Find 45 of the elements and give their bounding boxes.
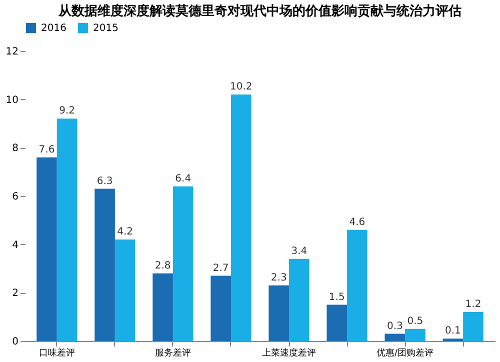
bar bbox=[384, 334, 406, 341]
legend-label: 2015 bbox=[93, 23, 118, 34]
legend-label: 2016 bbox=[41, 23, 66, 34]
bar bbox=[94, 188, 115, 341]
bar bbox=[172, 186, 194, 341]
bar bbox=[326, 304, 348, 341]
x-tick-label: 口味差评 bbox=[38, 348, 75, 358]
bar bbox=[56, 118, 78, 341]
chart-title: 从数据维度深度解读莫德里奇对现代中场的价值影响贡献与统治力评估 bbox=[58, 3, 462, 19]
data-label: 1.2 bbox=[465, 299, 482, 310]
y-tick-label: 4 bbox=[12, 240, 18, 251]
bar bbox=[36, 157, 57, 341]
data-label: 6.4 bbox=[175, 173, 192, 184]
data-label: 4.2 bbox=[117, 226, 134, 238]
y-tick-label: 8 bbox=[12, 143, 18, 154]
bar bbox=[289, 258, 310, 341]
data-label: 2.7 bbox=[212, 262, 229, 274]
bar bbox=[230, 94, 252, 341]
data-label: 2.3 bbox=[270, 272, 287, 284]
data-label: 7.6 bbox=[38, 144, 55, 156]
bar bbox=[152, 273, 173, 341]
data-label: 0.1 bbox=[444, 326, 461, 337]
y-tick-label: 2 bbox=[12, 288, 18, 300]
x-tick-label: 服务差评 bbox=[154, 348, 191, 358]
data-label: 0.5 bbox=[407, 316, 424, 327]
data-label: 10.2 bbox=[230, 82, 252, 92]
bar bbox=[405, 328, 426, 341]
bar bbox=[347, 230, 368, 341]
bar bbox=[268, 285, 290, 341]
bar bbox=[114, 240, 136, 341]
y-tick-label: 12 bbox=[6, 46, 18, 58]
data-label: 2.8 bbox=[154, 260, 171, 272]
y-tick-label: 6 bbox=[12, 192, 18, 202]
y-tick-label: 10 bbox=[6, 94, 18, 106]
bar bbox=[210, 276, 231, 341]
x-tick-label: 优惠/团购差评 bbox=[376, 348, 434, 358]
x-tick-label: 上菜速度差评 bbox=[262, 348, 316, 358]
data-label: 0.3 bbox=[386, 320, 403, 332]
y-tick-label: 0 bbox=[12, 336, 18, 348]
data-label: 4.6 bbox=[349, 216, 366, 228]
data-label: 9.2 bbox=[59, 106, 76, 117]
bar bbox=[463, 312, 484, 341]
data-label: 6.3 bbox=[96, 176, 113, 187]
data-label: 3.4 bbox=[291, 246, 308, 257]
data-label: 1.5 bbox=[328, 292, 345, 303]
